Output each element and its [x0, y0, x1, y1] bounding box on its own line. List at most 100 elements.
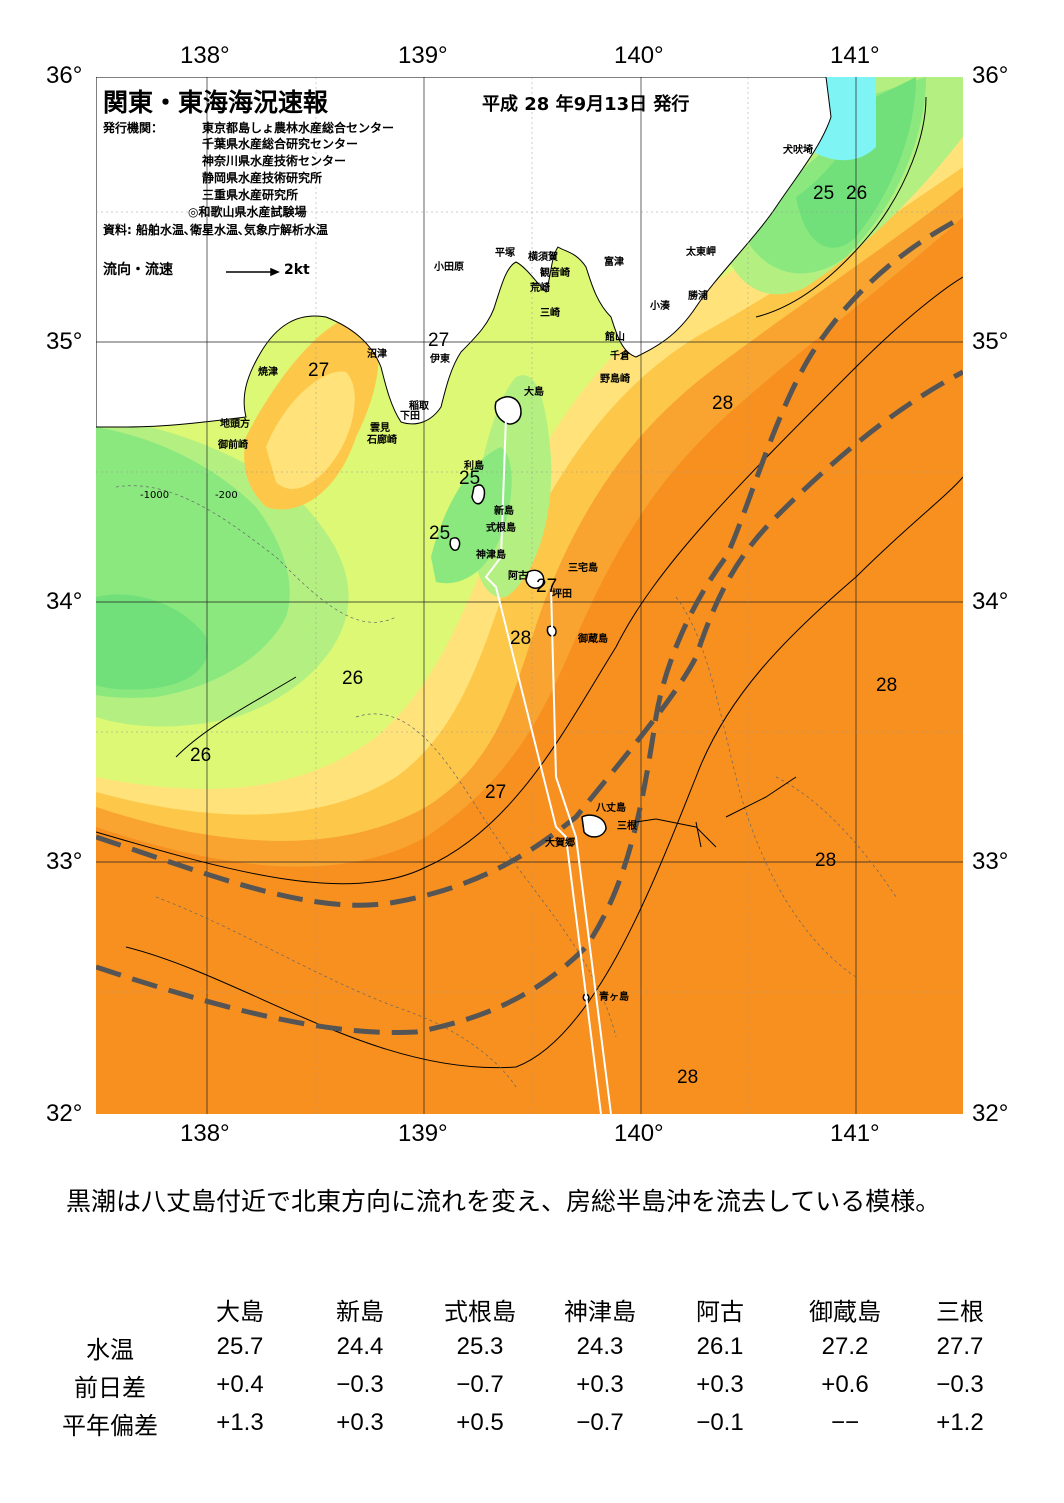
lon-label-141-top: 141° — [830, 42, 880, 69]
issuer-2: 千葉県水産総合研究センター — [202, 137, 359, 151]
place-yokosuka: 横須賀 — [528, 252, 558, 263]
place-omaezaki: 御前崎 — [218, 440, 248, 451]
isotherm-label: 27 — [428, 330, 450, 351]
station-header: 式根島 — [444, 1297, 516, 1326]
isotherm-label: 25 — [459, 468, 481, 489]
isotherm-label: 28 — [712, 393, 734, 414]
table-cell: +0.3 — [336, 1409, 384, 1436]
lat-label-36-right: 36° — [972, 62, 1009, 89]
place-kominato: 小湊 — [650, 301, 670, 312]
depth-label: -1000 — [140, 490, 170, 501]
table-cell: 24.3 — [576, 1333, 624, 1360]
kuroshio-path — [96, 214, 963, 1036]
lon-label-138-bottom: 138° — [180, 1120, 230, 1147]
current-vectors — [635, 776, 797, 848]
table-cell: +1.2 — [936, 1409, 984, 1436]
place-hachijojima: 八丈島 — [596, 803, 626, 814]
place-arasaki: 荒崎 — [530, 283, 550, 294]
table-cell: +0.5 — [456, 1409, 504, 1436]
place-hiratsuka: 平塚 — [495, 248, 515, 259]
table-cell: +0.6 — [821, 1371, 869, 1398]
lat-label-32-right: 32° — [972, 1100, 1009, 1127]
land-kanto — [96, 77, 832, 428]
isotherm-label: 28 — [815, 850, 837, 871]
place-okago: 大賀郷 — [545, 838, 575, 849]
place-numazu: 沼津 — [367, 349, 387, 360]
station-header: 御蔵島 — [809, 1297, 881, 1326]
table-cell: 27.7 — [936, 1333, 984, 1360]
station-header: 大島 — [216, 1297, 264, 1326]
issuer-1: 東京都島しょ農林水産総合センター — [202, 121, 395, 135]
lat-label-32-left: 32° — [46, 1100, 83, 1127]
islands — [449, 396, 607, 1002]
issuer-label: 発行機関： — [103, 121, 164, 135]
place-yaizu: 焼津 — [258, 367, 278, 378]
station-header: 三根 — [936, 1297, 984, 1326]
oshima-island — [494, 396, 522, 425]
place-tsubota: 坪田 — [552, 589, 572, 600]
place-miyakejima: 三宅島 — [568, 563, 598, 574]
table-cell: 25.7 — [216, 1333, 264, 1360]
table-cell: +1.3 — [216, 1409, 264, 1436]
description: 黒潮は八丈島付近で北東方向に流れを変え、房総半島沖を流去している模様。 — [66, 1187, 941, 1216]
table-cell: −0.3 — [936, 1371, 984, 1398]
table-row: 平年偏差 +1.3 +0.3 +0.5 −0.7 −0.1 −− +1.2 — [40, 1404, 1010, 1442]
table-cell: +0.4 — [216, 1371, 264, 1398]
sea-temperature-map — [96, 77, 963, 1114]
place-ako: 阿古 — [508, 571, 528, 582]
place-futtsu: 富津 — [604, 257, 624, 268]
place-shimoda: 下田 — [400, 411, 420, 422]
place-kannonzaki: 観音崎 — [540, 268, 570, 279]
isotherm-label: 27 — [485, 782, 507, 803]
zone-izu-green-2 — [431, 447, 512, 584]
table-cell: 26.1 — [696, 1333, 744, 1360]
isotherm-lines — [96, 96, 963, 1069]
place-katsuura: 勝浦 — [688, 291, 708, 302]
depth-contours — [115, 485, 897, 1088]
lat-label-35-right: 35° — [972, 328, 1009, 355]
place-odawara: 小田原 — [434, 262, 464, 273]
row-label: 水温 — [86, 1335, 134, 1364]
row-label: 平年偏差 — [62, 1411, 158, 1440]
table-cell: +0.3 — [696, 1371, 744, 1398]
place-niijima: 新島 — [494, 506, 514, 517]
depth-label: -200 — [215, 490, 238, 501]
lat-label-34-right: 34° — [972, 588, 1009, 615]
legend-speed: 2kt — [284, 262, 310, 278]
lat-label-36-left: 36° — [46, 62, 83, 89]
lat-label-34-left: 34° — [46, 588, 83, 615]
isotherm-label: 28 — [876, 675, 898, 696]
lon-label-141-bottom: 141° — [830, 1120, 880, 1147]
place-inatori: 稲取 — [409, 401, 429, 412]
place-mine: 三根 — [617, 821, 637, 832]
issue-date: 平成 28 年9月13日 発行 — [482, 94, 690, 115]
table-cell: +0.3 — [576, 1371, 624, 1398]
table-cell: −0.3 — [336, 1371, 384, 1398]
lat-label-35-left: 35° — [46, 328, 83, 355]
table-cell: 25.3 — [456, 1333, 504, 1360]
place-irouzaki: 石廊崎 — [367, 435, 397, 446]
kozushima-island — [449, 537, 461, 551]
observation-table: 大島 新島 式根島 神津島 阿古 御蔵島 三根 水温 25.7 24.4 25.… — [40, 1290, 1010, 1442]
lon-label-139-bottom: 139° — [398, 1120, 448, 1147]
grid — [96, 77, 963, 1114]
place-shikinejima: 式根島 — [486, 523, 516, 534]
issuer-5: 三重県水産研究所 — [202, 188, 299, 202]
lat-label-33-left: 33° — [46, 848, 83, 875]
legend-arrow — [226, 267, 280, 277]
isotherm-label: 27 — [536, 576, 558, 597]
isotherm-label: 28 — [677, 1067, 699, 1088]
place-kumomi: 雲見 — [370, 423, 390, 434]
place-mikurajima: 御蔵島 — [578, 634, 608, 645]
table-cell: −0.1 — [696, 1409, 744, 1436]
lon-label-140-bottom: 140° — [614, 1120, 664, 1147]
isotherm-label: 25 — [429, 523, 451, 544]
station-header: 神津島 — [564, 1297, 636, 1326]
hachijojima-island — [581, 814, 607, 838]
legend-label: 流向・流速 — [103, 262, 173, 278]
place-tateyama: 館山 — [605, 332, 625, 343]
lon-label-138-top: 138° — [180, 42, 230, 69]
isotherm-label: 27 — [308, 360, 330, 381]
issuer-4: 静岡県水産技術研究所 — [202, 171, 323, 185]
niijima-island — [471, 484, 486, 505]
